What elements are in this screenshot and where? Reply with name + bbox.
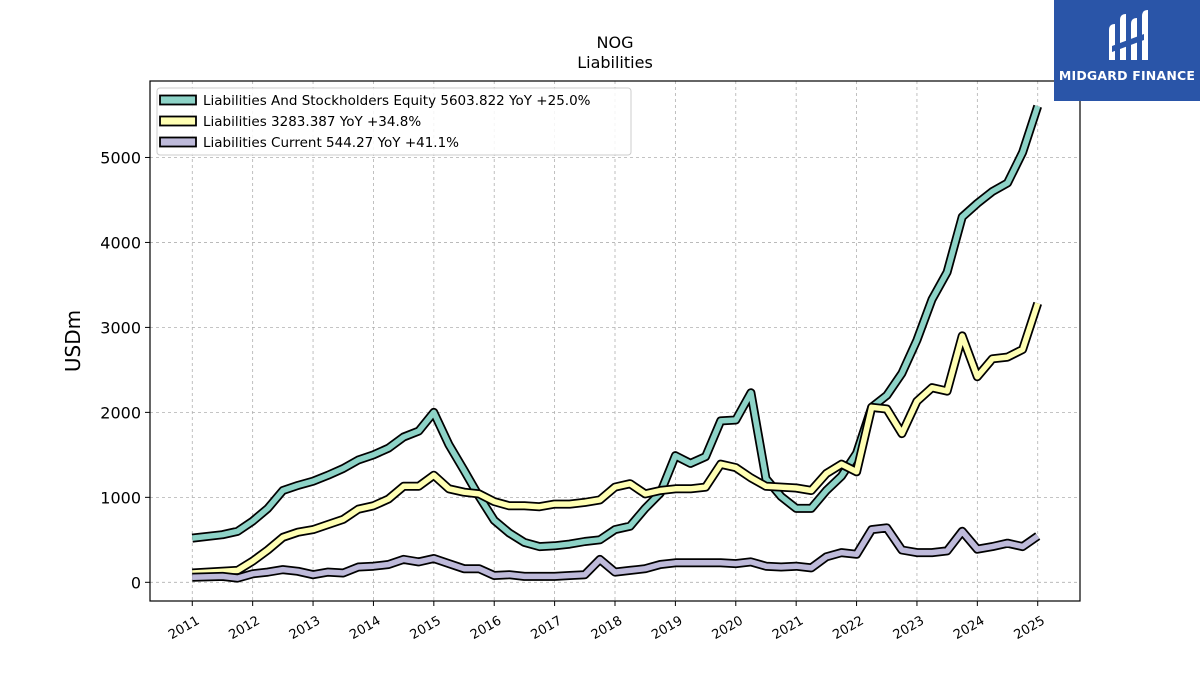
- legend-label: Liabilities 3283.387 YoY +34.8%: [203, 114, 421, 130]
- y-tick-label: 0: [131, 573, 141, 592]
- y-tick-label: 4000: [100, 233, 141, 252]
- midgard-finance-logo: MIDGARD FINANCE: [1054, 0, 1200, 101]
- series-3-line: [192, 523, 1041, 583]
- x-tick-label: 2022: [830, 613, 866, 643]
- series-1-line: [191, 104, 1042, 552]
- y-tick-label: 1000: [100, 488, 141, 507]
- legend-swatch: [159, 115, 197, 127]
- series-lines: [191, 104, 1042, 583]
- y-axis: 0 1000 2000 3000 4000 5000: [100, 148, 150, 592]
- legend: Liabilities And Stockholders Equity 5603…: [156, 87, 632, 156]
- x-tick-label: 2017: [528, 613, 564, 643]
- y-tick-label: 3000: [100, 318, 141, 337]
- y-tick-label: 2000: [100, 403, 141, 422]
- legend-label: Liabilities Current 544.27 YoY +41.1%: [203, 135, 459, 151]
- x-tick-label: 2020: [710, 613, 746, 643]
- logo-text: MIDGARD FINANCE: [1058, 68, 1196, 83]
- y-axis-label: USDm: [61, 310, 85, 372]
- x-tick-label: 2011: [166, 613, 202, 643]
- x-tick-label: 2016: [468, 613, 504, 643]
- x-tick-label: 2015: [408, 613, 444, 643]
- series-line: [191, 105, 1041, 550]
- x-tick-label: 2025: [1012, 613, 1048, 643]
- legend-swatch: [159, 136, 197, 148]
- x-tick-label: 2021: [770, 613, 806, 643]
- legend-box: [156, 87, 632, 156]
- series-line: [192, 525, 1040, 581]
- legend-label: Liabilities And Stockholders Equity 5603…: [203, 93, 591, 109]
- x-tick-label: 2012: [227, 613, 263, 643]
- x-tick-label: 2024: [951, 613, 987, 643]
- x-tick-label: 2019: [649, 613, 685, 643]
- legend-swatch: [159, 94, 197, 106]
- x-tick-label: 2013: [287, 613, 323, 643]
- x-tick-label: 2018: [589, 613, 625, 643]
- x-axis: 2011 2012 2013 2014 2015 2016 2017 2018 2019 2020…: [166, 601, 1048, 643]
- chart-subtitle: Liabilities: [577, 53, 653, 72]
- x-tick-label: 2023: [891, 613, 927, 643]
- series-line: [192, 302, 1041, 576]
- y-tick-label: 5000: [100, 148, 141, 167]
- logo-mark-icon: [1109, 10, 1148, 60]
- series-2-line: [192, 301, 1042, 578]
- chart-title: NOG: [597, 33, 634, 52]
- grid: [150, 81, 1080, 601]
- x-tick-label: 2014: [347, 613, 383, 643]
